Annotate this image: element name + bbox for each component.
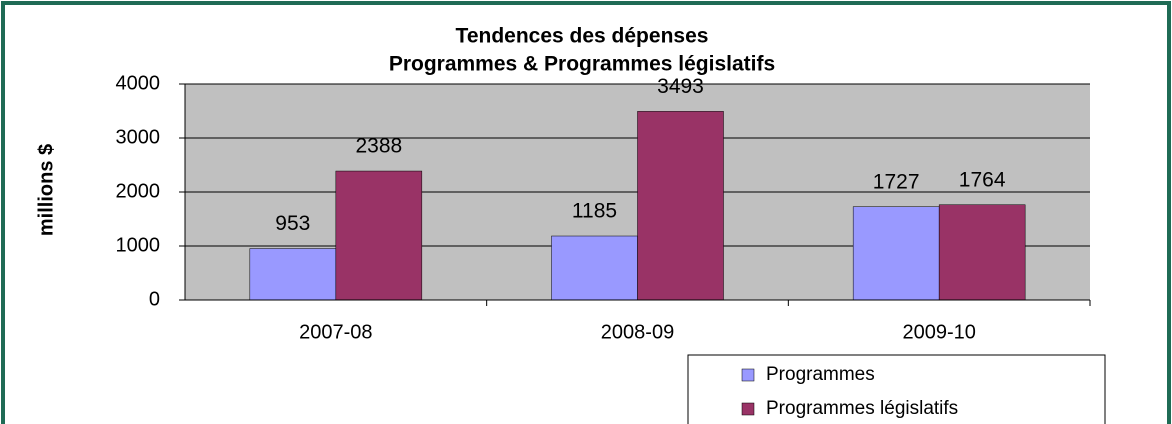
chart-title: Tendences des dépenses [456, 25, 709, 48]
value-label: 953 [275, 212, 310, 235]
value-label: 2388 [355, 135, 402, 158]
y-tick-label: 0 [149, 288, 160, 310]
y-axis-label: millions $ [35, 144, 57, 236]
value-label: 3493 [657, 75, 704, 98]
bar [852, 206, 940, 301]
chart-subtitle: Programmes & Programmes législatifs [389, 53, 775, 76]
x-tick-label: 2009-10 [902, 321, 975, 343]
legend-label: Programmes législatifs [766, 398, 958, 419]
title-box [275, 22, 870, 78]
y-tick-label: 1000 [116, 234, 161, 256]
y-tick-label: 2000 [116, 180, 161, 202]
bar [938, 204, 1026, 301]
bar [637, 111, 724, 301]
y-tick-label: 4000 [116, 72, 161, 94]
x-tick-label: 2007-08 [299, 321, 372, 343]
value-label: 1727 [873, 170, 920, 193]
legend-label: Programmes [766, 364, 875, 385]
value-label: 1185 [572, 200, 617, 223]
legend-box [687, 354, 1106, 424]
value-label: 1764 [959, 168, 1006, 191]
y-tick-label: 3000 [116, 126, 161, 148]
x-tick-label: 2008-09 [601, 321, 674, 343]
bar [551, 235, 638, 301]
bar [249, 248, 337, 301]
legend-swatch [741, 402, 755, 416]
legend-swatch [741, 368, 755, 382]
bar [335, 170, 423, 301]
